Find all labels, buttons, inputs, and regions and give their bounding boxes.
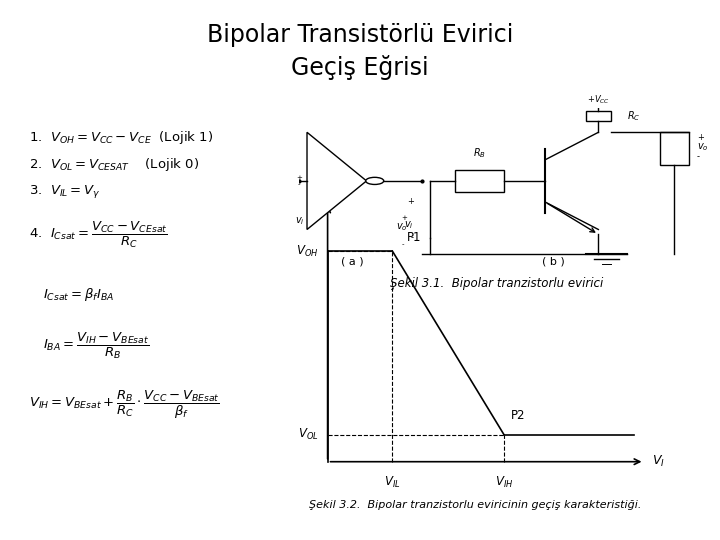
- Text: $V_{OL}$: $V_{OL}$: [298, 427, 319, 442]
- Text: Şekil 3.2.  Bipolar tranzistorlu eviricinin geçiş karakteristiği.: Şekil 3.2. Bipolar tranzistorlu eviricin…: [309, 500, 642, 510]
- Text: $V_O$: $V_O$: [315, 179, 333, 194]
- Text: $v_o$: $v_o$: [697, 141, 708, 153]
- Text: 4.  $I_{Csat} = \dfrac{V_{CC} - V_{CEsat}}{R_C}$: 4. $I_{Csat} = \dfrac{V_{CC} - V_{CEsat}…: [29, 220, 168, 250]
- Text: $R_C$: $R_C$: [627, 109, 641, 123]
- Bar: [660, 132, 688, 165]
- Text: $v_i$: $v_i$: [404, 219, 414, 231]
- Text: $V_{OH}$: $V_{OH}$: [297, 244, 319, 259]
- Text: 1.  $V_{OH}=V_{CC}-V_{CE}$  (Lojik 1): 1. $V_{OH}=V_{CC}-V_{CE}$ (Lojik 1): [29, 129, 213, 146]
- Text: -: -: [697, 152, 700, 161]
- Text: Bipolar Transistörlü Evirici: Bipolar Transistörlü Evirici: [207, 23, 513, 47]
- Text: +: +: [407, 198, 414, 206]
- Text: $V_I$: $V_I$: [652, 454, 665, 469]
- Text: $V_{IH}$: $V_{IH}$: [495, 475, 513, 490]
- Text: $v_o$: $v_o$: [395, 221, 408, 233]
- Text: Şekil 3.1.  Bipolar tranzistorlu evirici: Şekil 3.1. Bipolar tranzistorlu evirici: [390, 277, 603, 290]
- Text: 2.  $V_{OL}=V_{CESAT}$    (Lojik 0): 2. $V_{OL}=V_{CESAT}$ (Lojik 0): [29, 156, 199, 173]
- Text: Geçiş Eğrisi: Geçiş Eğrisi: [291, 55, 429, 80]
- Text: $I_{BA} = \dfrac{V_{IH} - V_{BEsat}}{R_B}$: $I_{BA} = \dfrac{V_{IH} - V_{BEsat}}{R_B…: [43, 330, 150, 361]
- Text: $R_B$: $R_B$: [473, 146, 486, 160]
- Bar: [455, 170, 504, 192]
- Circle shape: [366, 177, 384, 185]
- Text: $v_i$: $v_i$: [294, 215, 305, 227]
- Text: +: +: [402, 215, 408, 221]
- Text: $V_{IL}$: $V_{IL}$: [384, 475, 401, 490]
- Text: +: +: [296, 175, 302, 181]
- Text: ( a ): ( a ): [341, 257, 364, 267]
- Text: ( b ): ( b ): [542, 257, 564, 267]
- Bar: [586, 111, 611, 121]
- Text: -: -: [297, 181, 300, 187]
- Text: P1: P1: [407, 231, 421, 244]
- Text: P2: P2: [511, 409, 526, 422]
- Text: -: -: [402, 241, 404, 247]
- Text: -: -: [410, 233, 414, 242]
- Text: 3.  $V_{IL}=V_{\gamma}$: 3. $V_{IL}=V_{\gamma}$: [29, 183, 100, 200]
- Text: +: +: [697, 133, 703, 141]
- Text: $+V_{CC}$: $+V_{CC}$: [587, 94, 610, 106]
- Text: $I_{Csat}=\beta_f I_{BA}$: $I_{Csat}=\beta_f I_{BA}$: [43, 286, 114, 303]
- Text: $V_{IH} = V_{BEsat} + \dfrac{R_B}{R_C} \cdot \dfrac{V_{CC} - V_{BEsat}}{\beta_f}: $V_{IH} = V_{BEsat} + \dfrac{R_B}{R_C} \…: [29, 389, 220, 421]
- Polygon shape: [307, 132, 366, 230]
